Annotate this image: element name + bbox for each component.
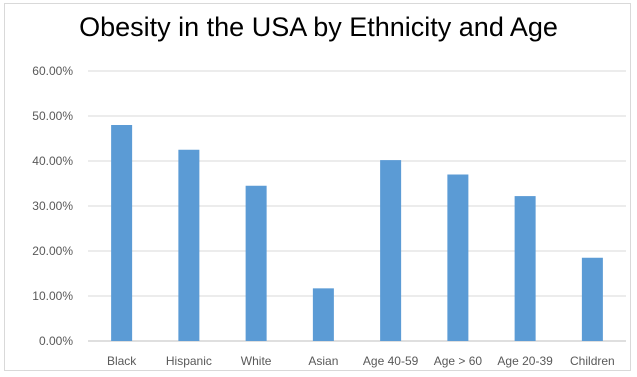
x-tick-label: Black xyxy=(107,354,137,368)
bar xyxy=(178,149,200,341)
x-tick-label: White xyxy=(241,354,272,368)
bar xyxy=(581,257,603,341)
y-tick-label: 0.00% xyxy=(39,334,73,348)
gridlines xyxy=(88,70,626,342)
x-tick-label: Hispanic xyxy=(166,354,212,368)
x-tick-label: Age 40-59 xyxy=(363,354,419,368)
x-axis-ticks: Black Hispanic White Asian Age 40-59 Age > 60… xyxy=(107,354,615,368)
chart-title: Obesity in the USA by Ethnicity and Age xyxy=(79,12,558,42)
x-tick-label: Age > 60 xyxy=(434,354,483,368)
y-tick-label: 50.00% xyxy=(32,109,73,123)
y-tick-label: 30.00% xyxy=(32,199,73,213)
bar xyxy=(111,125,133,341)
y-tick-label: 40.00% xyxy=(32,154,73,168)
bars xyxy=(111,125,603,341)
bar xyxy=(245,185,267,341)
y-tick-label: 60.00% xyxy=(32,64,73,78)
bar xyxy=(312,288,334,341)
bar xyxy=(514,196,536,341)
x-tick-label: Age 20-39 xyxy=(497,354,553,368)
bar xyxy=(447,174,469,341)
y-axis-ticks: 0.00% 10.00% 20.00% 30.00% 40.00% 50.00% 60.00… xyxy=(32,64,73,348)
x-tick-label: Children xyxy=(570,354,615,368)
y-tick-label: 10.00% xyxy=(32,289,73,303)
y-tick-label: 20.00% xyxy=(32,244,73,258)
bar xyxy=(380,160,402,341)
x-tick-label: Asian xyxy=(308,354,338,368)
